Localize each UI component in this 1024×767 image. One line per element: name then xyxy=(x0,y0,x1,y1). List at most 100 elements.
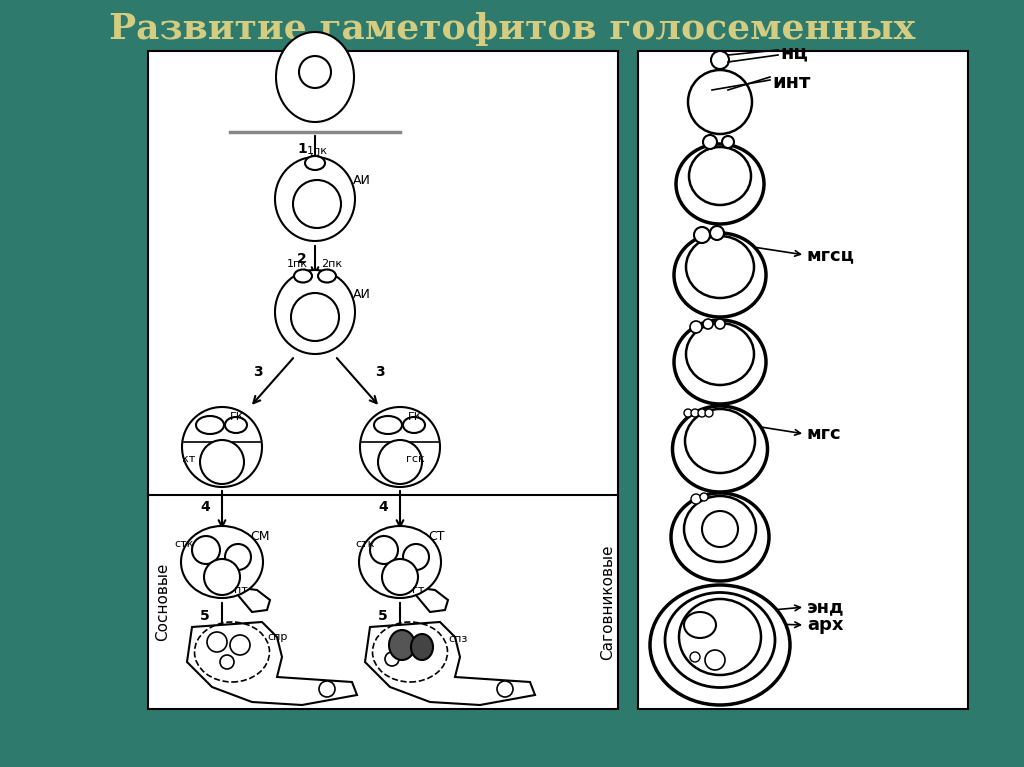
Text: спр: спр xyxy=(267,632,288,642)
Text: АИ: АИ xyxy=(353,288,371,301)
Circle shape xyxy=(207,632,227,652)
Text: пт: пт xyxy=(234,585,248,595)
Circle shape xyxy=(291,293,339,341)
Polygon shape xyxy=(415,588,449,612)
Polygon shape xyxy=(237,588,270,612)
Circle shape xyxy=(722,136,734,148)
Circle shape xyxy=(715,319,725,329)
Ellipse shape xyxy=(671,493,769,581)
Text: 1пк: 1пк xyxy=(307,146,328,156)
Ellipse shape xyxy=(275,157,355,241)
Circle shape xyxy=(688,70,752,134)
Text: энд: энд xyxy=(807,598,845,616)
Ellipse shape xyxy=(679,599,761,675)
Text: 1пк: 1пк xyxy=(287,259,308,269)
Ellipse shape xyxy=(665,592,775,687)
Ellipse shape xyxy=(676,144,764,224)
Text: 3: 3 xyxy=(253,365,262,379)
Text: ГК: ГК xyxy=(230,412,245,422)
Polygon shape xyxy=(187,622,357,705)
Circle shape xyxy=(703,319,713,329)
Ellipse shape xyxy=(686,236,754,298)
Circle shape xyxy=(690,652,700,662)
Circle shape xyxy=(703,135,717,149)
Circle shape xyxy=(204,559,240,595)
Text: стк: стк xyxy=(174,539,194,549)
Ellipse shape xyxy=(685,409,755,473)
Text: гт: гт xyxy=(412,585,424,595)
Ellipse shape xyxy=(196,416,224,434)
Text: 4: 4 xyxy=(378,500,388,514)
Circle shape xyxy=(293,180,341,228)
Text: 2пк: 2пк xyxy=(321,259,342,269)
Ellipse shape xyxy=(689,147,751,205)
Circle shape xyxy=(705,650,725,670)
Text: спз: спз xyxy=(449,634,467,644)
Ellipse shape xyxy=(684,496,756,562)
Text: арх: арх xyxy=(807,616,844,634)
Circle shape xyxy=(193,536,220,564)
Ellipse shape xyxy=(684,612,716,638)
Text: ГК: ГК xyxy=(408,412,423,422)
Ellipse shape xyxy=(673,406,768,492)
Circle shape xyxy=(220,655,234,669)
Text: Саговниковые: Саговниковые xyxy=(600,545,615,660)
Circle shape xyxy=(200,440,244,484)
Circle shape xyxy=(378,440,422,484)
Text: Сосновые: Сосновые xyxy=(156,563,171,641)
Text: нц: нц xyxy=(780,44,808,62)
Circle shape xyxy=(299,56,331,88)
Circle shape xyxy=(385,652,399,666)
Circle shape xyxy=(225,544,251,570)
Circle shape xyxy=(684,409,692,417)
Ellipse shape xyxy=(182,407,262,487)
Text: 5: 5 xyxy=(378,609,388,623)
Ellipse shape xyxy=(686,323,754,385)
Circle shape xyxy=(370,536,398,564)
Ellipse shape xyxy=(294,269,312,282)
Circle shape xyxy=(497,681,513,697)
Text: стк: стк xyxy=(355,539,375,549)
Text: кт: кт xyxy=(182,454,196,464)
Circle shape xyxy=(319,681,335,697)
Ellipse shape xyxy=(276,32,354,122)
Bar xyxy=(638,51,968,709)
Ellipse shape xyxy=(411,634,433,660)
Circle shape xyxy=(691,494,701,504)
Text: АИ: АИ xyxy=(353,175,371,187)
Circle shape xyxy=(403,544,429,570)
Text: Развитие гаметофитов голосеменных: Развитие гаметофитов голосеменных xyxy=(109,12,915,46)
Ellipse shape xyxy=(181,526,263,598)
Text: мгсц: мгсц xyxy=(807,246,855,264)
Circle shape xyxy=(711,51,729,69)
Text: 3: 3 xyxy=(375,365,385,379)
Circle shape xyxy=(698,409,706,417)
Circle shape xyxy=(230,635,250,655)
Circle shape xyxy=(700,493,708,501)
Ellipse shape xyxy=(275,270,355,354)
Ellipse shape xyxy=(674,320,766,404)
Text: 4: 4 xyxy=(200,500,210,514)
Text: СМ: СМ xyxy=(250,531,269,544)
Polygon shape xyxy=(365,622,535,705)
Text: 1: 1 xyxy=(297,142,307,156)
Ellipse shape xyxy=(374,416,402,434)
Bar xyxy=(148,51,618,709)
Circle shape xyxy=(710,226,724,240)
Circle shape xyxy=(382,559,418,595)
Ellipse shape xyxy=(389,630,415,660)
Text: СТ: СТ xyxy=(428,531,444,544)
Text: мгс: мгс xyxy=(807,425,842,443)
Ellipse shape xyxy=(225,417,247,433)
Ellipse shape xyxy=(359,526,441,598)
Circle shape xyxy=(694,227,710,243)
Ellipse shape xyxy=(674,233,766,317)
Ellipse shape xyxy=(403,417,425,433)
Text: 5: 5 xyxy=(200,609,210,623)
Circle shape xyxy=(691,409,699,417)
Text: гск: гск xyxy=(406,454,425,464)
Ellipse shape xyxy=(360,407,440,487)
Ellipse shape xyxy=(650,585,790,705)
Circle shape xyxy=(690,321,702,333)
Text: инт: инт xyxy=(772,73,810,91)
